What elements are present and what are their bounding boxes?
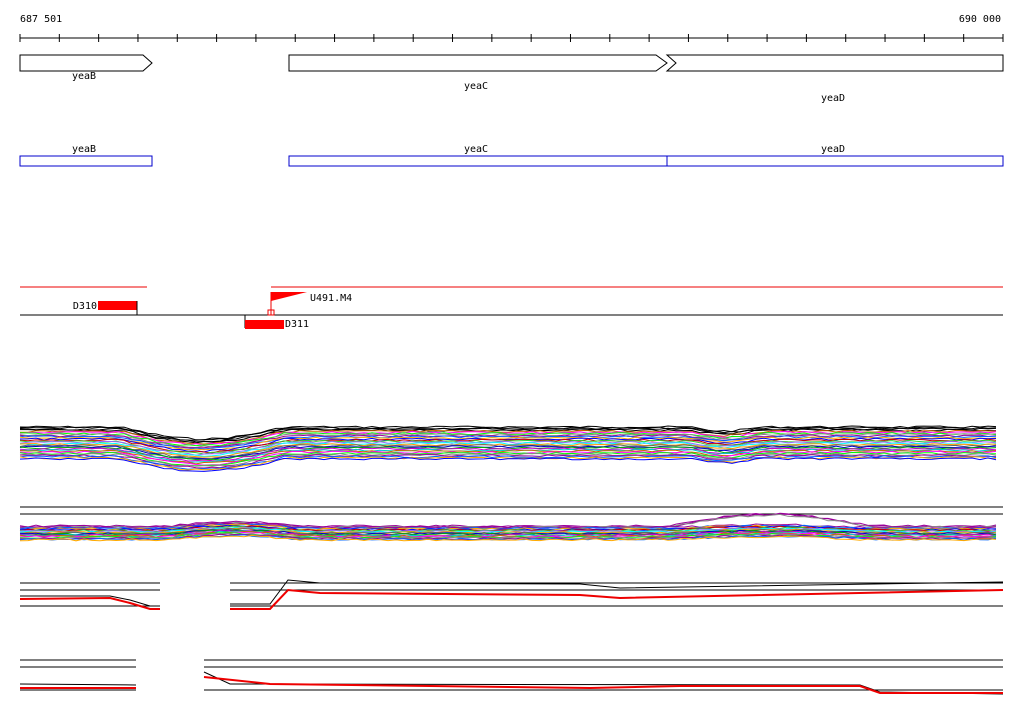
cds-label: yeaD	[821, 144, 845, 155]
cds-box	[666, 155, 1004, 167]
flag	[271, 292, 307, 301]
ruler-ticks	[19, 34, 1004, 42]
signal-trace	[20, 428, 997, 444]
signal-trace	[19, 512, 997, 528]
signal-trace	[19, 596, 160, 610]
signal-trace	[19, 452, 997, 467]
signal-trace	[19, 447, 997, 462]
feature-label: D310	[73, 301, 97, 312]
signal-trace	[19, 523, 997, 530]
cds-box	[288, 155, 668, 167]
feature-box	[245, 320, 284, 329]
signal-trace	[19, 433, 997, 449]
signal-trace	[19, 457, 997, 472]
signal-trace	[203, 676, 1003, 694]
signal-trace	[230, 579, 1004, 605]
signal-trace	[19, 429, 997, 445]
signal-trace	[230, 588, 1004, 610]
signal-tracks	[19, 425, 1004, 695]
signal-trace	[19, 436, 997, 451]
gene-arrow	[288, 54, 668, 72]
signal-trace	[203, 671, 1004, 695]
feature-label: D311	[285, 319, 309, 330]
flag-base	[267, 309, 275, 316]
signal-trace	[19, 683, 137, 686]
signal-trace	[19, 444, 997, 460]
gene-label: yeaC	[464, 81, 488, 92]
signal-trace	[19, 439, 997, 455]
cds-box	[19, 155, 153, 167]
gene-label: yeaB	[72, 71, 96, 82]
signal-trace	[19, 529, 997, 536]
signal-trace	[19, 451, 997, 467]
signal-trace	[19, 526, 997, 534]
signal-trace	[19, 532, 997, 540]
feature-label: U491.M4	[310, 293, 352, 304]
cds-label: yeaB	[72, 144, 96, 155]
gene-label: yeaD	[821, 93, 845, 104]
ruler-start: 687 501	[20, 14, 62, 25]
cds-label: yeaC	[464, 144, 488, 155]
ruler-end: 690 000	[959, 14, 1001, 25]
signal-trace	[19, 445, 997, 460]
gene-arrow	[665, 54, 1004, 72]
signal-trace	[19, 455, 997, 470]
feature-box	[98, 301, 137, 310]
signal-trace	[19, 438, 997, 454]
signal-trace	[20, 595, 160, 607]
signal-trace	[19, 441, 997, 457]
gene-arrow	[19, 54, 153, 72]
signal-trace	[19, 530, 997, 538]
signal-trace	[19, 534, 997, 542]
